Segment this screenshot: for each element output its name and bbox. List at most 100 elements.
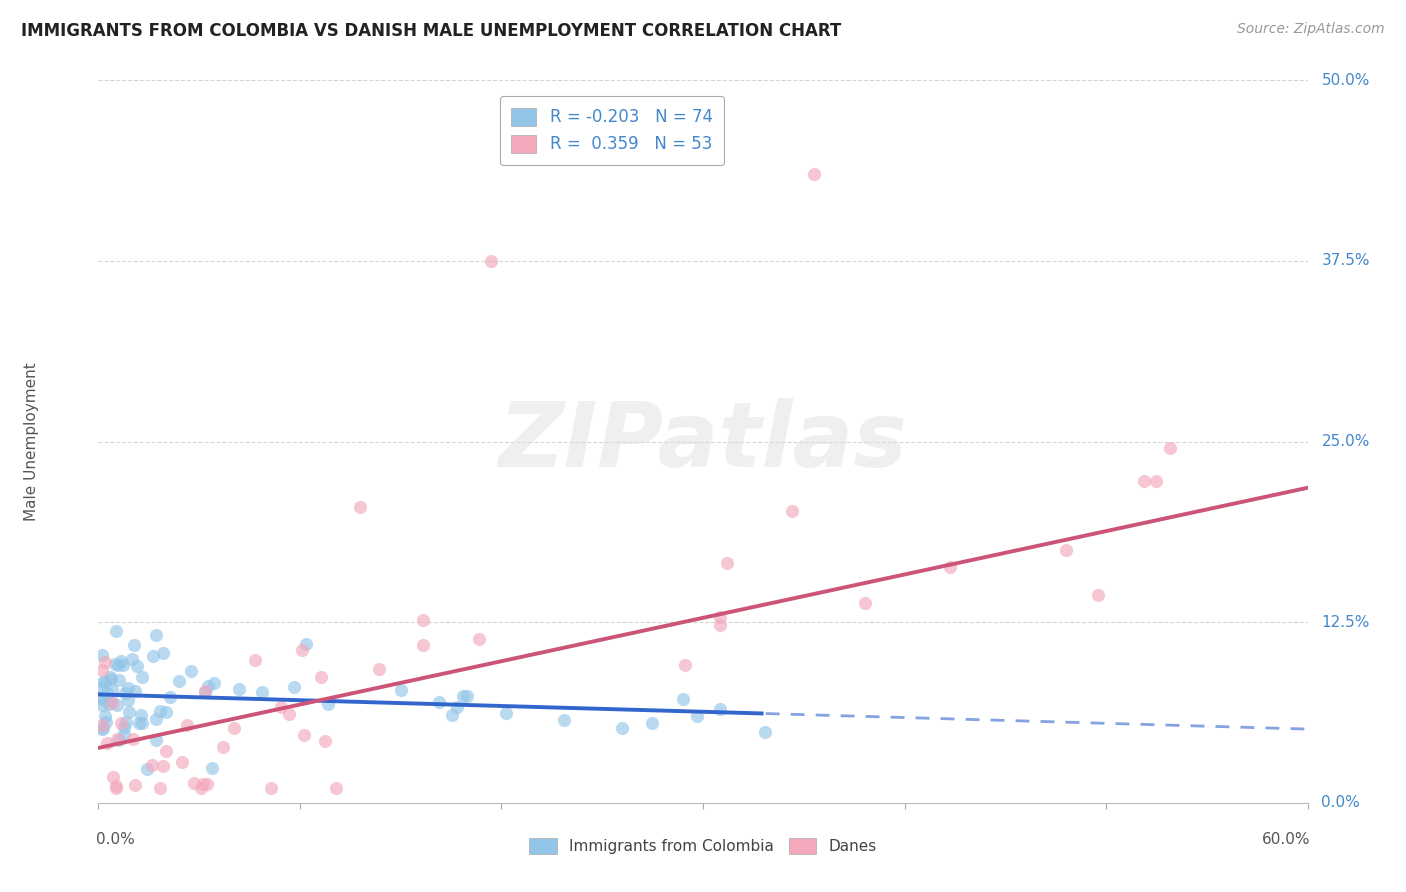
Point <box>367 662 389 676</box>
Point <box>91 692 114 706</box>
Point <box>96 736 118 750</box>
Point <box>91 674 114 689</box>
Point <box>91 648 114 663</box>
Point <box>104 657 127 672</box>
Point <box>243 653 266 667</box>
Point <box>197 679 219 693</box>
Point <box>456 689 478 703</box>
Point <box>91 723 114 737</box>
Point <box>389 682 412 697</box>
Point <box>98 670 121 684</box>
Point <box>481 253 503 268</box>
Point <box>451 690 474 704</box>
Point <box>115 715 138 730</box>
Point <box>1133 474 1156 488</box>
Point <box>141 758 163 772</box>
Point <box>117 681 139 695</box>
Text: 60.0%: 60.0% <box>1261 831 1310 847</box>
Point <box>159 690 181 705</box>
Point <box>495 706 517 721</box>
Point <box>224 722 246 736</box>
Point <box>853 596 876 610</box>
Point <box>709 610 731 624</box>
Point <box>149 781 172 796</box>
Point <box>170 756 193 770</box>
Text: 37.5%: 37.5% <box>1322 253 1369 268</box>
Point <box>803 167 825 181</box>
Point <box>152 646 174 660</box>
Point <box>129 707 152 722</box>
Point <box>117 693 139 707</box>
Point <box>292 728 315 742</box>
Point <box>1054 542 1077 557</box>
Point <box>291 642 314 657</box>
Point <box>136 762 159 776</box>
Point <box>107 657 129 672</box>
Point <box>309 670 332 684</box>
Point <box>101 696 124 710</box>
Point <box>1087 588 1109 602</box>
Point <box>553 713 575 727</box>
Point <box>91 681 114 695</box>
Point <box>94 709 117 723</box>
Point <box>427 695 450 709</box>
Point <box>122 731 145 746</box>
Point <box>641 715 664 730</box>
Point <box>939 559 962 574</box>
Point <box>114 686 136 700</box>
Point <box>112 720 135 734</box>
Point <box>145 712 167 726</box>
Point <box>100 682 122 697</box>
Point <box>440 707 463 722</box>
Point <box>202 675 225 690</box>
Point <box>131 669 153 683</box>
Point <box>191 777 214 791</box>
Point <box>118 705 141 719</box>
Point <box>277 706 299 721</box>
Point <box>349 500 371 514</box>
Text: 12.5%: 12.5% <box>1322 615 1369 630</box>
Point <box>250 684 273 698</box>
Point <box>110 654 132 668</box>
Point <box>128 715 150 730</box>
Point <box>122 638 145 652</box>
Point <box>709 702 731 716</box>
Point <box>1144 474 1167 488</box>
Point <box>716 556 738 570</box>
Point <box>468 632 491 647</box>
Point <box>111 658 134 673</box>
Point <box>190 781 212 796</box>
Point <box>94 655 117 669</box>
Point <box>194 683 217 698</box>
Text: Male Unemployment: Male Unemployment <box>24 362 39 521</box>
Point <box>325 781 347 796</box>
Point <box>91 663 114 677</box>
Point <box>149 704 172 718</box>
Point <box>155 706 177 720</box>
Point <box>446 700 468 714</box>
Point <box>412 638 434 652</box>
Text: 25.0%: 25.0% <box>1322 434 1369 449</box>
Point <box>709 618 731 632</box>
Point <box>105 698 128 712</box>
Point <box>142 648 165 663</box>
Point <box>108 673 131 687</box>
Point <box>104 624 127 639</box>
Point <box>112 727 135 741</box>
Text: ZIPatlas: ZIPatlas <box>499 398 907 485</box>
Point <box>94 674 117 689</box>
Point <box>228 682 250 697</box>
Point <box>314 734 336 748</box>
Legend: Immigrants from Colombia, Danes: Immigrants from Colombia, Danes <box>523 832 883 860</box>
Point <box>212 739 235 754</box>
Text: 0.0%: 0.0% <box>96 831 135 847</box>
Point <box>1159 442 1181 456</box>
Point <box>110 716 132 731</box>
Point <box>91 721 114 735</box>
Point <box>176 717 198 731</box>
Point <box>145 628 167 642</box>
Point <box>105 732 128 747</box>
Point <box>124 684 146 698</box>
Point <box>686 709 709 723</box>
Point <box>183 775 205 789</box>
